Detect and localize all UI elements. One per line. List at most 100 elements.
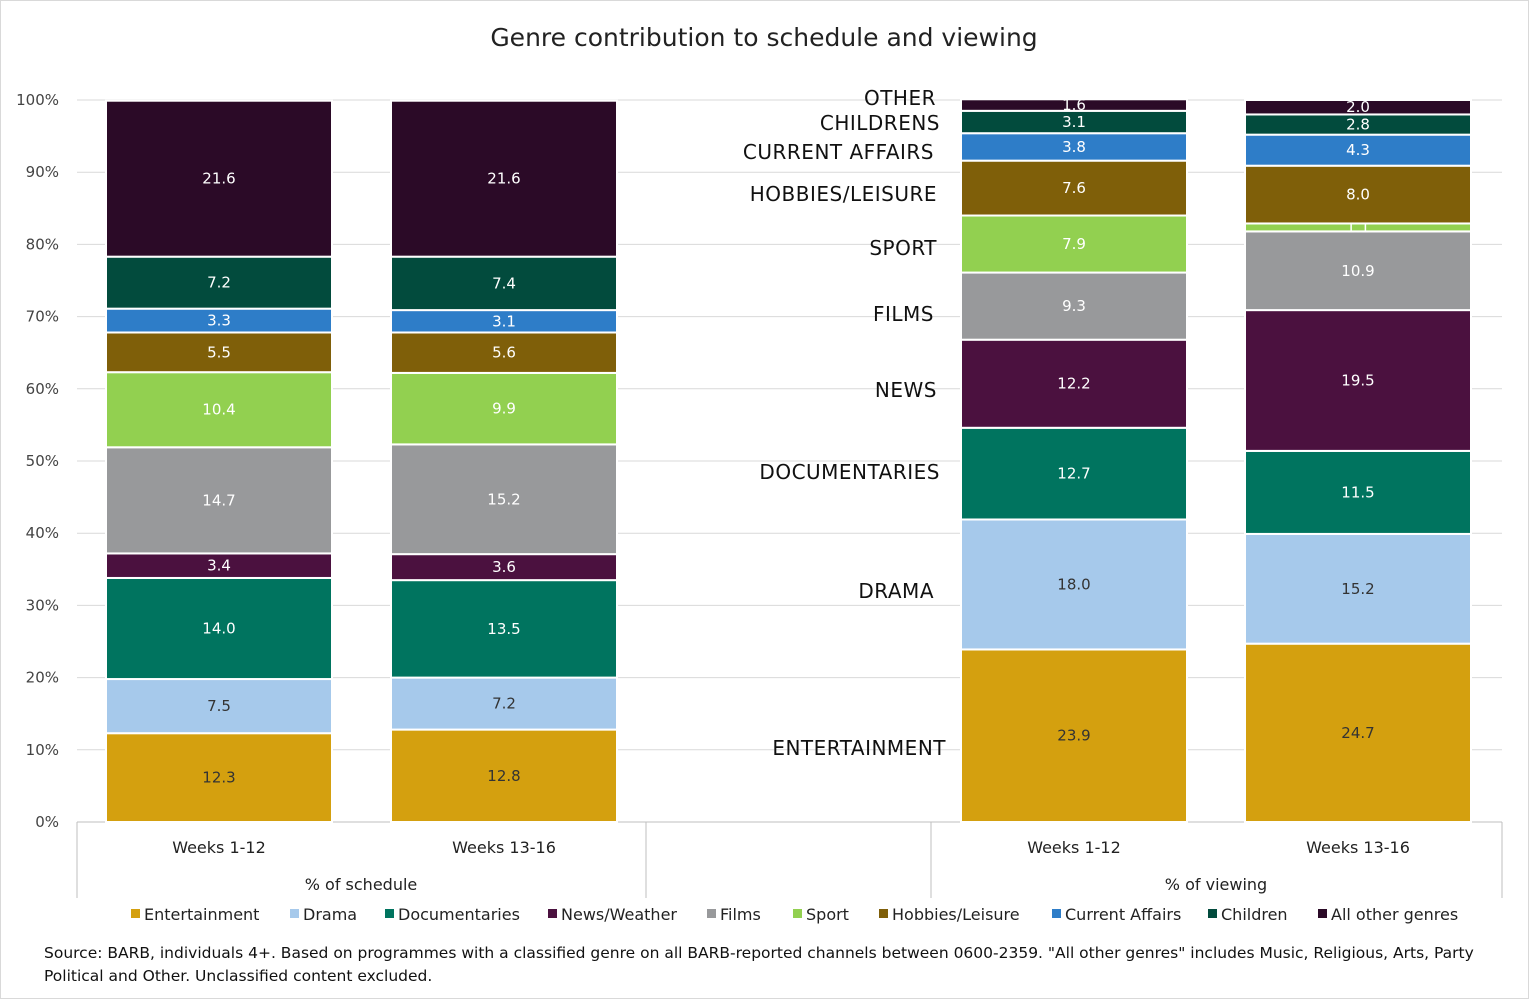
data-label: 12.7 xyxy=(1057,465,1090,483)
legend-label: Hobbies/Leisure xyxy=(892,905,1020,924)
data-label: 3.1 xyxy=(1062,113,1086,131)
data-label: 7.2 xyxy=(207,274,231,292)
genre-annotation: CHILDRENS xyxy=(820,111,940,135)
data-label: 21.6 xyxy=(202,170,235,188)
bar-segment xyxy=(390,255,618,312)
legend-label: News/Weather xyxy=(561,905,677,924)
data-label: 23.9 xyxy=(1057,727,1090,745)
data-label: 4.3 xyxy=(1346,141,1370,159)
bar-segment xyxy=(105,371,333,449)
bar-segment xyxy=(390,443,618,556)
x-group-label: % of viewing xyxy=(1165,875,1267,894)
legend-swatch xyxy=(793,909,802,918)
bar-segment xyxy=(390,371,618,446)
data-label: 24.7 xyxy=(1341,724,1374,742)
data-label: 5.6 xyxy=(492,344,516,362)
data-label: 12.8 xyxy=(487,767,520,785)
data-label: 7.5 xyxy=(207,697,231,715)
data-label: 3.4 xyxy=(207,557,231,575)
x-category-label: Weeks 13-16 xyxy=(1306,838,1410,857)
data-label: 1.6 xyxy=(1062,96,1086,114)
data-label: 3.1 xyxy=(492,312,516,330)
legend-label: Sport xyxy=(806,905,849,924)
bar-segment xyxy=(960,214,1188,274)
genre-annotation: OTHER xyxy=(864,86,936,110)
chart-title: Genre contribution to schedule and viewi… xyxy=(490,23,1037,52)
legend-swatch xyxy=(290,909,299,918)
legend-label: Films xyxy=(720,905,761,924)
y-tick-label: 70% xyxy=(26,308,59,326)
genre-annotation: DRAMA xyxy=(858,579,934,603)
bar-segment xyxy=(105,255,333,310)
genre-annotation: NEWS xyxy=(875,378,937,402)
data-label: 15.2 xyxy=(487,490,520,508)
source-footnote: Source: BARB, individuals 4+. Based on p… xyxy=(44,944,1474,985)
bar-segment xyxy=(390,99,618,258)
data-label: 8.0 xyxy=(1346,186,1370,204)
y-tick-label: 10% xyxy=(26,741,59,759)
bar-segment xyxy=(960,518,1188,651)
y-tick-label: 0% xyxy=(35,813,59,831)
data-label: 18.0 xyxy=(1057,575,1090,593)
data-label: 12.2 xyxy=(1057,375,1090,393)
data-label: 21.6 xyxy=(487,170,520,188)
data-label: 15.2 xyxy=(1341,580,1374,598)
x-category-label: Weeks 1-12 xyxy=(1027,838,1121,857)
data-label: 14.0 xyxy=(202,620,235,638)
x-category-label: Weeks 1-12 xyxy=(172,838,266,857)
data-label: 14.7 xyxy=(202,491,235,509)
data-label: 3.8 xyxy=(1062,138,1086,156)
legend-label: Drama xyxy=(303,905,357,924)
genre-annotation: HOBBIES/LEISURE xyxy=(750,182,937,206)
genre-annotation: FILMS xyxy=(873,302,934,326)
bar-segment xyxy=(390,676,618,731)
legend-swatch xyxy=(385,909,394,918)
bar-segment xyxy=(390,579,618,679)
bar-segment xyxy=(390,553,618,582)
y-tick-label: 90% xyxy=(26,163,59,181)
data-label: 3.3 xyxy=(207,312,231,330)
data-label: 7.2 xyxy=(492,695,516,713)
data-label: 3.6 xyxy=(492,558,516,576)
bar-segment xyxy=(960,98,1188,112)
legend-swatch xyxy=(707,909,716,918)
data-label: 7.6 xyxy=(1062,179,1086,197)
bar-segment xyxy=(960,271,1188,341)
legend-label: All other genres xyxy=(1331,905,1458,924)
genre-annotation: DOCUMENTARIES xyxy=(759,460,940,484)
data-label: 2.8 xyxy=(1346,116,1370,134)
legend-swatch xyxy=(131,909,140,918)
legend-swatch xyxy=(1318,909,1327,918)
legend-swatch xyxy=(1052,909,1061,918)
data-label: 19.5 xyxy=(1341,371,1374,389)
y-tick-label: 40% xyxy=(26,524,59,542)
y-tick-label: 30% xyxy=(26,596,59,614)
legend-label: Children xyxy=(1221,905,1288,924)
legend-label: Entertainment xyxy=(144,905,259,924)
y-tick-label: 50% xyxy=(26,452,59,470)
legend-label: Current Affairs xyxy=(1065,905,1181,924)
bar-segment xyxy=(105,446,333,555)
x-category-label: Weeks 13-16 xyxy=(452,838,556,857)
y-tick-label: 100% xyxy=(16,91,59,109)
bar-segment xyxy=(960,159,1188,217)
data-label: 11.5 xyxy=(1341,483,1374,501)
data-label: 5.5 xyxy=(207,343,231,361)
bar-segment xyxy=(105,331,333,374)
bar-segment xyxy=(960,648,1188,824)
data-label: 7.4 xyxy=(492,274,516,292)
bar-segment xyxy=(390,331,618,374)
bar-segment xyxy=(105,552,333,579)
bar-segment xyxy=(960,338,1188,429)
bar-segment xyxy=(390,728,618,823)
genre-annotation: ENTERTAINMENT xyxy=(772,736,946,760)
data-label: 7.9 xyxy=(1062,235,1086,253)
data-label: 9.9 xyxy=(492,400,516,418)
data-label: 10.4 xyxy=(202,401,235,419)
data-label: 10.9 xyxy=(1341,262,1374,280)
y-tick-label: 20% xyxy=(26,669,59,687)
y-tick-label: 60% xyxy=(26,380,59,398)
data-label: 2.0 xyxy=(1346,98,1370,116)
data-label: 12.3 xyxy=(202,769,235,787)
bar-segment xyxy=(105,99,333,258)
